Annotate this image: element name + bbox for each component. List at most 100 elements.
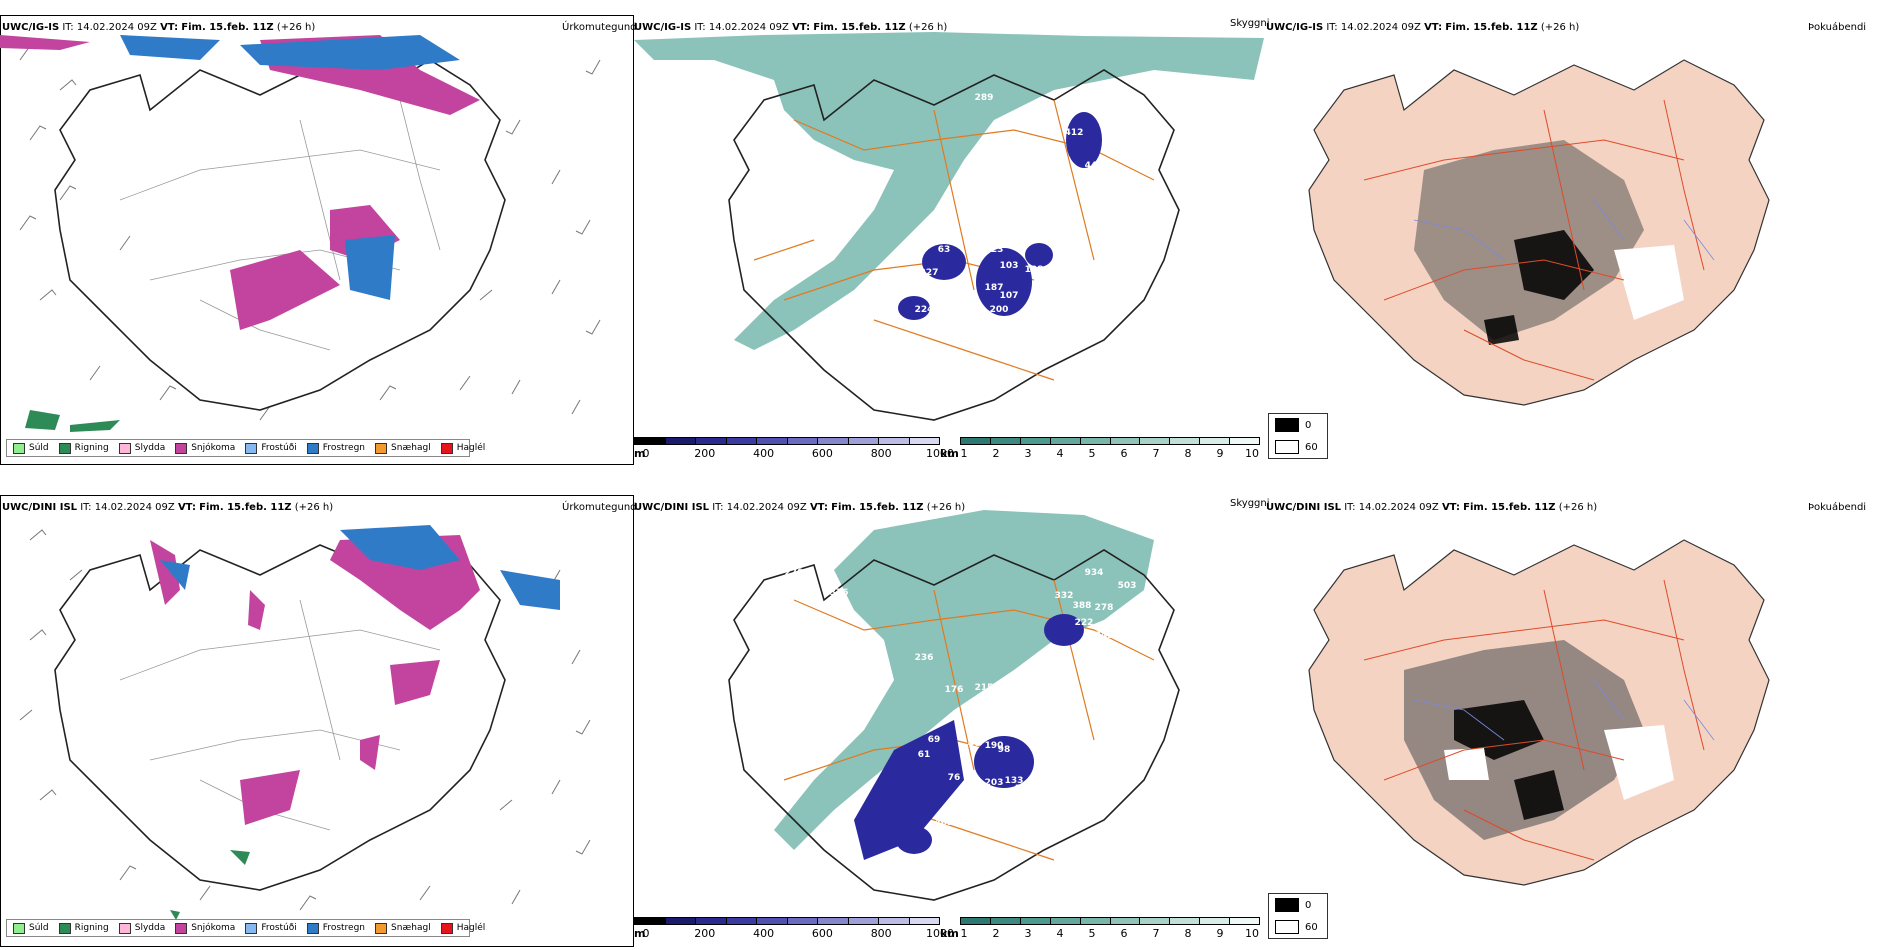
colorbar-step bbox=[787, 438, 818, 444]
colorbar-step bbox=[1050, 438, 1081, 444]
product-name: Úrkomutegund bbox=[562, 502, 637, 513]
wind-barbs bbox=[19, 529, 591, 911]
colorbar-tick-label: 10 bbox=[1245, 927, 1259, 940]
colorbar-tick-label: 5 bbox=[1088, 927, 1096, 940]
colorbar-step bbox=[879, 918, 910, 924]
colorbar-step bbox=[696, 918, 727, 924]
panel-visibility-1: UWC/IG-IS IT: 14.02.2024 09Z VT: Fim. 15… bbox=[634, 0, 1270, 465]
colorbar-tick-label: 8 bbox=[1184, 447, 1192, 460]
wind-barbs bbox=[19, 45, 601, 421]
colorbar-tick-label: 600 bbox=[811, 927, 833, 940]
colorbar-step bbox=[787, 918, 818, 924]
cloud-base-label: 108 bbox=[1025, 265, 1044, 275]
cloud-base-label: 345 bbox=[1095, 631, 1114, 641]
cloud-base-label: 215 bbox=[975, 683, 994, 693]
colorbar-step bbox=[1020, 918, 1051, 924]
cloud-base-label: 103 bbox=[1000, 261, 1019, 271]
cloud-base-label: 76 bbox=[948, 773, 961, 783]
panel-fog-1: UWC/IG-IS IT: 14.02.2024 09Z VT: Fim. 15… bbox=[1264, 0, 1900, 465]
ceiling-scale-unit: m bbox=[634, 447, 646, 460]
cloud-base-label: 98 bbox=[998, 745, 1011, 755]
cloud-base-label: 446 bbox=[925, 285, 944, 295]
product-name: Þokuábendi bbox=[1808, 22, 1867, 33]
colorbar-step bbox=[879, 438, 910, 444]
panel-precip-type-2: UWC/DINI ISL IT: 14.02.2024 09Z VT: Fim.… bbox=[0, 480, 637, 950]
road-network bbox=[1363, 579, 1705, 861]
colorbar-step bbox=[665, 438, 696, 444]
cloud-base-labels: 289 412 163 446 247 116 200 63 123 103 108 227 446 18… bbox=[865, 93, 1114, 333]
visibility-colorbar bbox=[960, 917, 1260, 925]
map-frame bbox=[0, 15, 634, 465]
cloud-base-label: 270 bbox=[785, 568, 804, 578]
colorbar-step bbox=[1170, 918, 1201, 924]
panel-title: UWC/DINI ISL IT: 14.02.2024 09Z VT: Fim.… bbox=[1266, 502, 1598, 513]
cloud-base-label: 63 bbox=[938, 245, 951, 255]
low-visibility-area bbox=[774, 510, 1154, 850]
rain-patch bbox=[25, 410, 120, 432]
colorbar-step bbox=[635, 918, 666, 924]
low-visibility-area bbox=[634, 32, 1264, 350]
colorbar-step bbox=[726, 438, 757, 444]
visibility-colorbar bbox=[960, 437, 1260, 445]
colorbar-step bbox=[848, 438, 879, 444]
panel-fog-2: UWC/DINI ISL IT: 14.02.2024 09Z VT: Fim.… bbox=[1264, 480, 1900, 950]
cloud-base-label: 116 bbox=[1085, 208, 1104, 218]
road-network bbox=[1363, 99, 1705, 381]
colorbar-tick-label: 4 bbox=[1056, 927, 1064, 940]
river-network bbox=[1413, 679, 1715, 741]
colorbar-tick-label: 2 bbox=[992, 927, 1000, 940]
visibility-map: 289 412 163 446 247 116 200 63 123 103 108 227 446 18… bbox=[634, 32, 1264, 421]
cloud-base-label: 332 bbox=[1055, 591, 1074, 601]
colorbar-step bbox=[1200, 438, 1231, 444]
iceland-coastline bbox=[54, 59, 506, 411]
legend-item-sudl: Súld bbox=[13, 442, 49, 454]
panel-title: UWC/IG-IS IT: 14.02.2024 09Z VT: Fim. 15… bbox=[1266, 22, 1580, 33]
legend-item-snaehagl: Snæhagl bbox=[375, 442, 431, 454]
cloud-base-label: 200 bbox=[990, 305, 1009, 315]
colorbar-step bbox=[696, 438, 727, 444]
snow-area bbox=[0, 35, 480, 330]
freezing-rain-area bbox=[160, 525, 560, 610]
colorbar-tick-label: 9 bbox=[1216, 447, 1224, 460]
map-frame bbox=[0, 495, 634, 947]
colorbar-step bbox=[635, 438, 666, 444]
colorbar-tick-label: 3 bbox=[1024, 447, 1032, 460]
colorbar-step bbox=[1050, 918, 1081, 924]
panel-title: UWC/DINI ISL IT: 14.02.2024 09Z VT: Fim.… bbox=[2, 502, 334, 513]
visibility-scale-unit: km bbox=[940, 447, 959, 460]
iceland-coastline bbox=[728, 549, 1180, 901]
colorbar-step bbox=[1110, 438, 1141, 444]
colorbar-tick-label: 800 bbox=[870, 927, 892, 940]
colorbar-tick-label: 7 bbox=[1152, 447, 1160, 460]
colorbar-tick-label: 10 bbox=[1245, 447, 1259, 460]
cloud-base-label: 204 bbox=[975, 791, 994, 801]
cloud-base-label: 247 bbox=[865, 183, 884, 193]
rain-patch bbox=[170, 850, 250, 920]
cloud-base-label: 163 bbox=[1095, 103, 1114, 113]
colorbar-tick-label: 600 bbox=[811, 447, 833, 460]
fog-free-area bbox=[1614, 245, 1684, 320]
colorbar-tick-label: 0 bbox=[642, 927, 650, 940]
ceiling-colorbar bbox=[634, 437, 940, 445]
cloud-base-label: 61 bbox=[918, 750, 931, 760]
cloud-base-label: 107 bbox=[1000, 291, 1019, 301]
colorbar-step bbox=[848, 918, 879, 924]
fog-legend-1: 0 60 bbox=[1268, 413, 1328, 459]
precip-legend: Súld Rigning Slydda Snjókoma Frostúði Fr… bbox=[6, 919, 485, 937]
colorbar-tick-label: 1 bbox=[960, 927, 968, 940]
colorbar-step bbox=[990, 918, 1021, 924]
legend-item-snjokoma: Snjókoma bbox=[175, 442, 235, 454]
product-name: Þokuábendi bbox=[1808, 502, 1867, 513]
iceland-coastline bbox=[728, 69, 1180, 421]
colorbar-tick-label: 2 bbox=[992, 447, 1000, 460]
visibility-ticks: 1 2 3 4 5 6 7 8 9 10 bbox=[961, 447, 1260, 461]
legend-item-rigning: Rigning bbox=[58, 442, 109, 454]
cloud-base-label: 187 bbox=[985, 283, 1004, 293]
colorbar-step bbox=[909, 918, 939, 924]
panel-precip-type-1: UWC/IG-IS IT: 14.02.2024 09Z VT: Fim. 15… bbox=[0, 0, 637, 465]
iceland-coastline bbox=[54, 539, 506, 891]
cloud-base-label: 503 bbox=[1118, 581, 1137, 591]
colorbar-step bbox=[961, 438, 991, 444]
colorbar-tick-label: 200 bbox=[694, 927, 716, 940]
